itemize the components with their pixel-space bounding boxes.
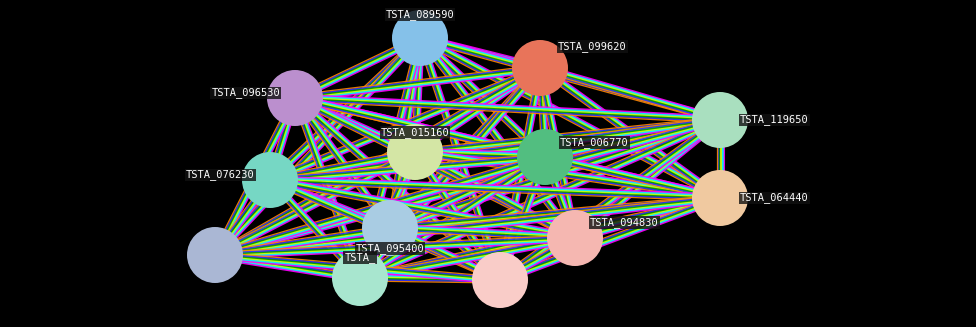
Circle shape xyxy=(332,250,388,306)
Circle shape xyxy=(267,70,323,126)
Circle shape xyxy=(362,200,418,256)
Circle shape xyxy=(392,10,448,66)
Text: TSTA_076230: TSTA_076230 xyxy=(186,169,255,181)
Circle shape xyxy=(512,40,568,96)
Circle shape xyxy=(387,124,443,180)
Text: TSTA_006770: TSTA_006770 xyxy=(560,137,629,148)
Circle shape xyxy=(517,129,573,185)
Circle shape xyxy=(692,170,748,226)
Text: TSTA_119650: TSTA_119650 xyxy=(740,114,809,126)
Text: TSTA_099620: TSTA_099620 xyxy=(558,41,627,52)
Text: TSTA_094830: TSTA_094830 xyxy=(590,217,659,228)
Text: TSTA_015160: TSTA_015160 xyxy=(381,127,449,138)
Circle shape xyxy=(187,227,243,283)
Circle shape xyxy=(692,92,748,148)
Circle shape xyxy=(242,152,298,208)
Text: TSTA_064440: TSTA_064440 xyxy=(740,193,809,203)
Text: TSTA_095400: TSTA_095400 xyxy=(355,243,425,254)
Text: TSTA_096530: TSTA_096530 xyxy=(211,88,280,98)
Circle shape xyxy=(472,252,528,308)
Circle shape xyxy=(547,210,603,266)
Text: TSTA_: TSTA_ xyxy=(345,252,376,263)
Text: TSTA_089590: TSTA_089590 xyxy=(386,9,455,20)
